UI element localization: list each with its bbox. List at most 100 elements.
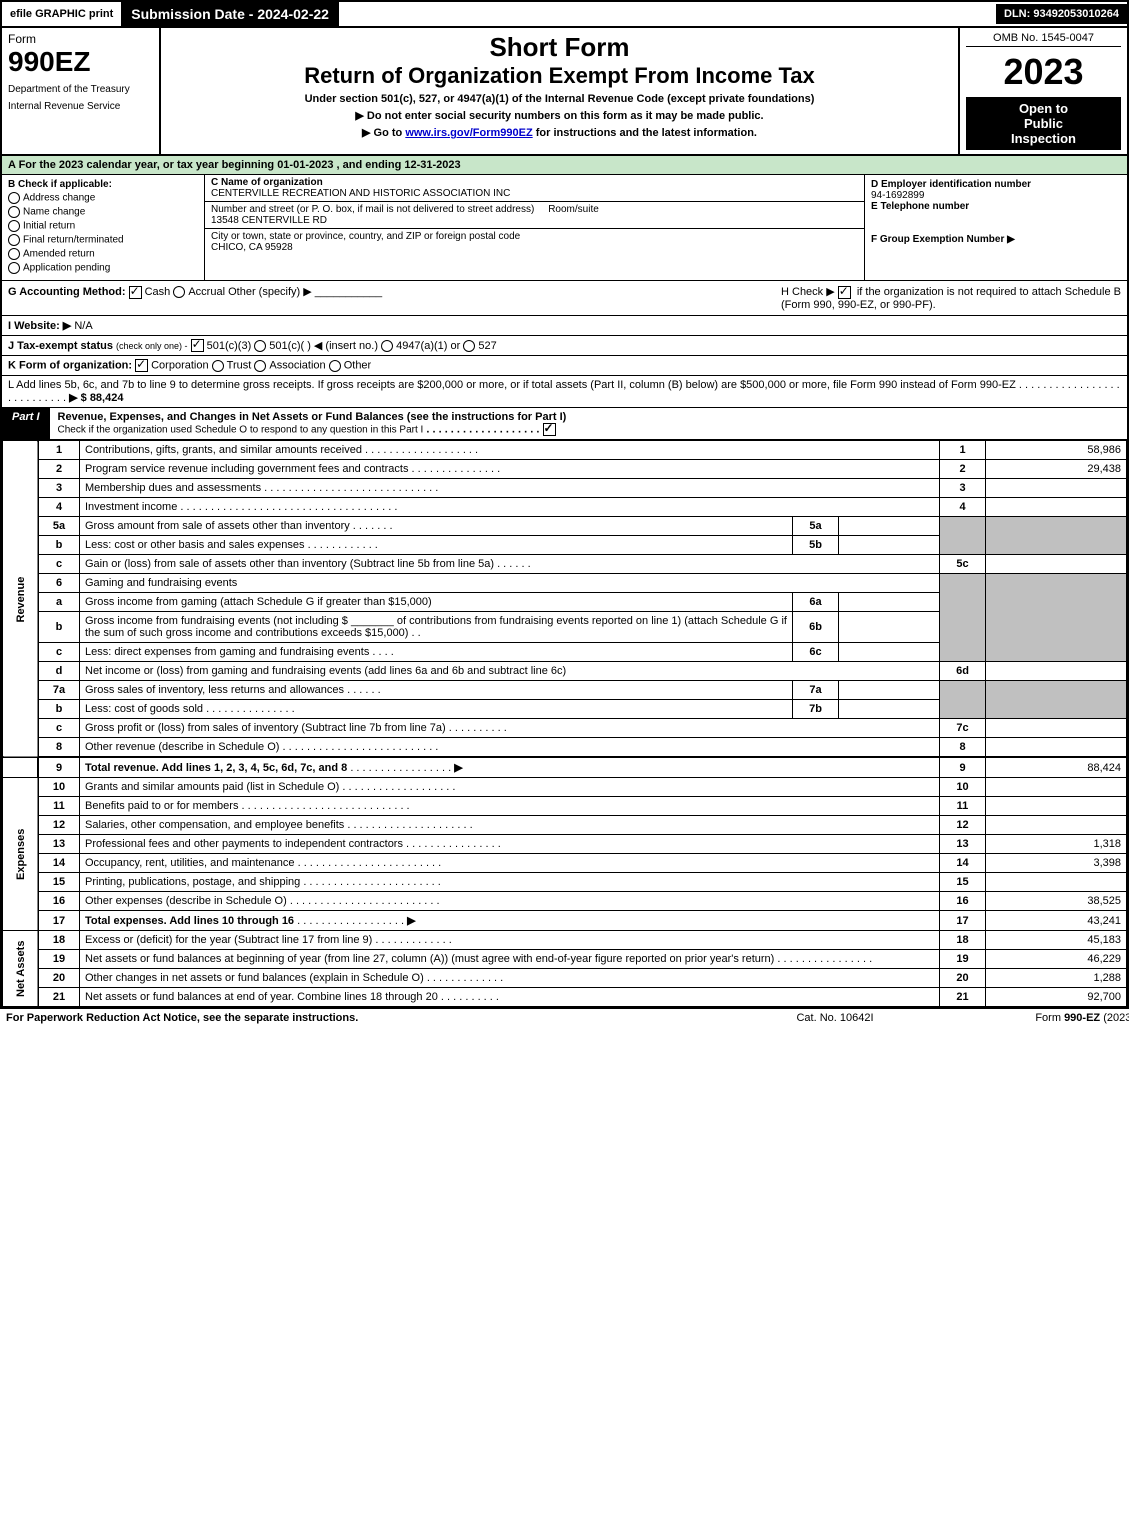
part1-label: Part I — [2, 408, 50, 439]
line-7c: c Gross profit or (loss) from sales of i… — [3, 719, 1127, 738]
check-4947[interactable] — [381, 340, 393, 352]
val-15 — [986, 873, 1127, 892]
label-j: J Tax-exempt status — [8, 340, 113, 352]
street: 13548 CENTERVILLE RD — [211, 215, 327, 226]
check-initial[interactable]: Initial return — [8, 220, 198, 232]
header-left: Form 990EZ Department of the Treasury In… — [2, 28, 161, 154]
line-5a: 5a Gross amount from sale of assets othe… — [3, 517, 1127, 536]
part1-header: Part I Revenue, Expenses, and Changes in… — [2, 408, 1127, 440]
h-text3: (Form 990, 990-EZ, or 990-PF). — [781, 299, 936, 311]
line-19: 19 Net assets or fund balances at beginn… — [3, 950, 1127, 969]
val-6d — [986, 662, 1127, 681]
val-3 — [986, 479, 1127, 498]
line-20: 20 Other changes in net assets or fund b… — [3, 969, 1127, 988]
line-10: Expenses 10 Grants and similar amounts p… — [3, 778, 1127, 797]
val-19: 46,229 — [986, 950, 1127, 969]
section-h: H Check ▶ if the organization is not req… — [773, 285, 1121, 311]
return-title: Return of Organization Exempt From Incom… — [169, 63, 950, 89]
sidebar-netassets: Net Assets — [3, 931, 39, 1007]
label-g: G Accounting Method: — [8, 286, 126, 298]
h-text2: if the organization is not required to a… — [857, 286, 1121, 298]
part1-title: Revenue, Expenses, and Changes in Net As… — [50, 408, 1127, 439]
h-text1: H Check ▶ — [781, 286, 835, 298]
val-21: 92,700 — [986, 988, 1127, 1007]
val-4 — [986, 498, 1127, 517]
check-corp[interactable] — [135, 359, 148, 372]
section-gh: G Accounting Method: Cash Accrual Other … — [2, 281, 1127, 316]
line-11: 11 Benefits paid to or for members . . .… — [3, 797, 1127, 816]
section-b: B Check if applicable: Address change Na… — [2, 175, 205, 280]
ein: 94-1692899 — [871, 190, 924, 201]
val-12 — [986, 816, 1127, 835]
check-501c3[interactable] — [191, 339, 204, 352]
check-amended[interactable]: Amended return — [8, 248, 198, 260]
check-pending[interactable]: Application pending — [8, 262, 198, 274]
line-6: 6 Gaming and fundraising events — [3, 574, 1127, 593]
dln-label: DLN: 93492053010264 — [996, 4, 1127, 24]
section-def: D Employer identification number 94-1692… — [865, 175, 1127, 280]
l-value: ▶ $ 88,424 — [69, 392, 123, 404]
form-page: efile GRAPHIC print Submission Date - 20… — [0, 0, 1129, 1009]
line-8: 8 Other revenue (describe in Schedule O)… — [3, 738, 1127, 758]
label-e: E Telephone number — [871, 201, 969, 212]
check-accrual[interactable] — [173, 286, 185, 298]
line-2: 2 Program service revenue including gove… — [3, 460, 1127, 479]
check-address[interactable]: Address change — [8, 192, 198, 204]
sidebar-expenses: Expenses — [3, 778, 39, 931]
line-13: 13 Professional fees and other payments … — [3, 835, 1127, 854]
line-4: 4 Investment income . . . . . . . . . . … — [3, 498, 1127, 517]
check-527[interactable] — [463, 340, 475, 352]
section-b-title: B Check if applicable: — [8, 179, 112, 190]
section-j: J Tax-exempt status (check only one) - 5… — [2, 336, 1127, 357]
form-number: 990EZ — [8, 46, 153, 78]
val-18: 45,183 — [986, 931, 1127, 950]
val-8 — [986, 738, 1127, 758]
check-final[interactable]: Final return/terminated — [8, 234, 198, 246]
section-a: A For the 2023 calendar year, or tax yea… — [2, 156, 1127, 175]
line-6d: d Net income or (loss) from gaming and f… — [3, 662, 1127, 681]
submission-date: Submission Date - 2024-02-22 — [121, 2, 339, 26]
section-k: K Form of organization: Corporation Trus… — [2, 356, 1127, 376]
val-2: 29,438 — [986, 460, 1127, 479]
check-assoc[interactable] — [254, 360, 266, 372]
val-10 — [986, 778, 1127, 797]
line-5c: c Gain or (loss) from sale of assets oth… — [3, 555, 1127, 574]
val-16: 38,525 — [986, 892, 1127, 911]
val-14: 3,398 — [986, 854, 1127, 873]
check-501c[interactable] — [254, 340, 266, 352]
label-d: D Employer identification number — [871, 179, 1031, 190]
line-14: 14 Occupancy, rent, utilities, and maint… — [3, 854, 1127, 873]
tax-year: 2023 — [966, 51, 1121, 93]
check-trust[interactable] — [212, 360, 224, 372]
note-link: ▶ Go to www.irs.gov/Form990EZ for instru… — [169, 126, 950, 139]
website-value: N/A — [74, 320, 92, 332]
city-block: City or town, state or province, country… — [205, 229, 864, 255]
irs-link[interactable]: www.irs.gov/Form990EZ — [405, 127, 532, 139]
line-9: 9 Total revenue. Add lines 1, 2, 3, 4, 5… — [3, 757, 1127, 778]
check-h[interactable] — [838, 286, 851, 299]
val-1: 58,986 — [986, 441, 1127, 460]
val-11 — [986, 797, 1127, 816]
line-12: 12 Salaries, other compensation, and emp… — [3, 816, 1127, 835]
label-c: C Name of organization — [211, 177, 323, 188]
label-city: City or town, state or province, country… — [211, 231, 520, 242]
form-word: Form — [8, 32, 153, 46]
check-name[interactable]: Name change — [8, 206, 198, 218]
label-room: Room/suite — [548, 204, 599, 215]
part1-check[interactable] — [543, 423, 556, 436]
label-k: K Form of organization: — [8, 360, 132, 372]
line-18: Net Assets 18 Excess or (deficit) for th… — [3, 931, 1127, 950]
footer-mid: Cat. No. 10642I — [735, 1012, 935, 1024]
line-7a: 7a Gross sales of inventory, less return… — [3, 681, 1127, 700]
street-block: Number and street (or P. O. box, if mail… — [205, 202, 864, 229]
section-i: I Website: ▶ N/A — [2, 316, 1127, 336]
footer-right: Form 990-EZ (2023) — [935, 1012, 1129, 1024]
dept-irs: Internal Revenue Service — [8, 101, 153, 112]
check-cash[interactable] — [129, 286, 142, 299]
note2-suffix: for instructions and the latest informat… — [536, 127, 757, 139]
section-l: L Add lines 5b, 6c, and 7b to line 9 to … — [2, 376, 1127, 408]
val-17: 43,241 — [986, 911, 1127, 931]
label-street: Number and street (or P. O. box, if mail… — [211, 204, 534, 215]
check-other-org[interactable] — [329, 360, 341, 372]
label-f: F Group Exemption Number ▶ — [871, 234, 1015, 245]
